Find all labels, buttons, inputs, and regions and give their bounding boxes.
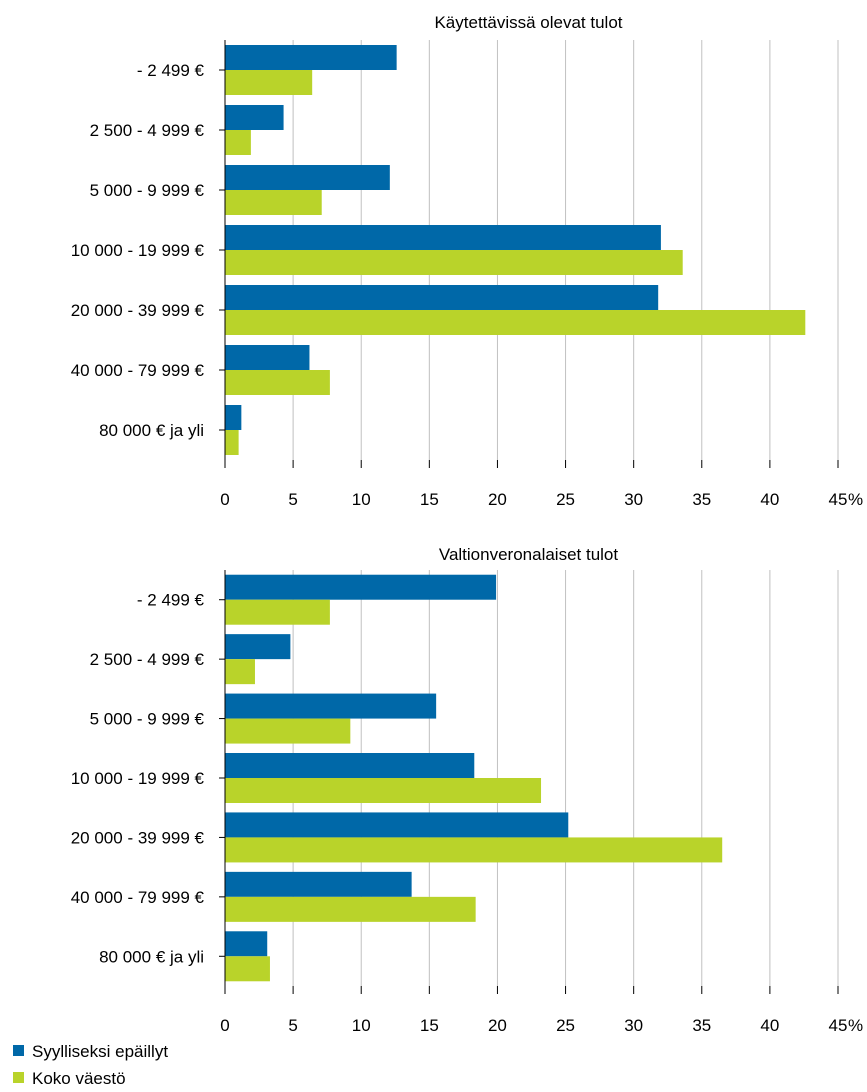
category-label-disposable-0: - 2 499 €: [137, 61, 205, 80]
bar-disposable-population-2: [225, 190, 322, 215]
bar-disposable-suspects-4: [225, 285, 659, 310]
x-tick-label-disposable-8: 40: [760, 490, 779, 509]
x-tick-label-taxable-7: 35: [692, 1016, 711, 1035]
legend-label-population: Koko väestö: [32, 1069, 126, 1088]
bar-disposable-suspects-1: [225, 105, 284, 130]
bar-disposable-population-1: [225, 130, 251, 155]
bar-taxable-population-2: [225, 718, 351, 744]
x-tick-label-disposable-3: 15: [420, 490, 439, 509]
bar-disposable-suspects-6: [225, 405, 242, 430]
bar-disposable-population-5: [225, 370, 330, 395]
bar-disposable-suspects-0: [225, 45, 397, 70]
x-tick-label-disposable-9: 45: [829, 490, 848, 509]
unit-label-taxable: %: [848, 1016, 863, 1035]
bar-disposable-population-4: [225, 310, 806, 335]
bar-taxable-suspects-1: [225, 634, 291, 660]
category-label-taxable-1: 2 500 - 4 999 €: [90, 650, 205, 669]
bar-taxable-population-0: [225, 599, 330, 625]
x-tick-label-taxable-4: 20: [488, 1016, 507, 1035]
bar-disposable-population-6: [225, 430, 239, 455]
bar-taxable-suspects-6: [225, 931, 268, 957]
x-tick-label-disposable-2: 10: [352, 490, 371, 509]
bar-taxable-suspects-5: [225, 871, 412, 897]
legend-label-suspects: Syylliseksi epäillyt: [32, 1042, 168, 1061]
category-label-taxable-3: 10 000 - 19 999 €: [71, 769, 205, 788]
unit-label-disposable: %: [848, 490, 863, 509]
chart-legend: Syylliseksi epäillyt Koko väestö: [13, 1042, 168, 1088]
category-label-taxable-6: 80 000 € ja yli: [99, 947, 204, 966]
bar-disposable-suspects-5: [225, 345, 310, 370]
legend-swatch-suspects: [13, 1045, 24, 1056]
category-label-taxable-2: 5 000 - 9 999 €: [90, 710, 205, 729]
x-tick-label-taxable-0: 0: [220, 1016, 229, 1035]
chart-title-disposable: Käytettävissä olevat tulot: [434, 13, 622, 32]
x-tick-label-taxable-6: 30: [624, 1016, 643, 1035]
bar-taxable-suspects-3: [225, 753, 475, 778]
x-tick-label-taxable-2: 10: [352, 1016, 371, 1035]
bar-taxable-suspects-0: [225, 574, 497, 600]
bar-taxable-population-5: [225, 896, 476, 922]
category-label-taxable-5: 40 000 - 79 999 €: [71, 888, 205, 907]
bar-taxable-population-4: [225, 837, 723, 863]
bar-disposable-population-0: [225, 70, 313, 95]
bar-disposable-suspects-3: [225, 225, 661, 250]
bar-disposable-population-3: [225, 250, 683, 275]
category-label-taxable-0: - 2 499 €: [137, 591, 205, 610]
category-label-taxable-4: 20 000 - 39 999 €: [71, 828, 205, 847]
x-tick-label-disposable-5: 25: [556, 490, 575, 509]
bar-taxable-population-3: [225, 778, 542, 803]
category-label-disposable-5: 40 000 - 79 999 €: [71, 361, 205, 380]
category-label-disposable-6: 80 000 € ja yli: [99, 421, 204, 440]
x-tick-label-disposable-6: 30: [624, 490, 643, 509]
x-tick-label-taxable-8: 40: [760, 1016, 779, 1035]
bar-taxable-suspects-4: [225, 812, 569, 838]
category-label-disposable-1: 2 500 - 4 999 €: [90, 121, 205, 140]
x-tick-label-taxable-3: 15: [420, 1016, 439, 1035]
chart-title-taxable: Valtionveronalaiset tulot: [439, 545, 619, 564]
bar-taxable-population-6: [225, 956, 270, 982]
x-tick-label-taxable-1: 5: [288, 1016, 297, 1035]
x-tick-label-disposable-7: 35: [692, 490, 711, 509]
bar-disposable-suspects-2: [225, 165, 390, 190]
category-label-disposable-2: 5 000 - 9 999 €: [90, 181, 205, 200]
chart-panel-disposable-income: Käytettävissä olevat tulot - 2 499 € 2 500…: [71, 13, 863, 509]
x-tick-label-taxable-9: 45: [829, 1016, 848, 1035]
category-label-disposable-4: 20 000 - 39 999 €: [71, 301, 205, 320]
bar-taxable-suspects-2: [225, 693, 437, 719]
x-tick-label-disposable-0: 0: [220, 490, 229, 509]
bar-taxable-population-1: [225, 659, 255, 685]
x-tick-label-disposable-4: 20: [488, 490, 507, 509]
category-label-disposable-3: 10 000 - 19 999 €: [71, 241, 205, 260]
x-tick-label-disposable-1: 5: [288, 490, 297, 509]
x-tick-label-taxable-5: 25: [556, 1016, 575, 1035]
legend-swatch-population: [13, 1072, 24, 1083]
chart-panel-state-taxable-income: Valtionveronalaiset tulot - 2 499 € 2 500 …: [71, 545, 863, 1035]
